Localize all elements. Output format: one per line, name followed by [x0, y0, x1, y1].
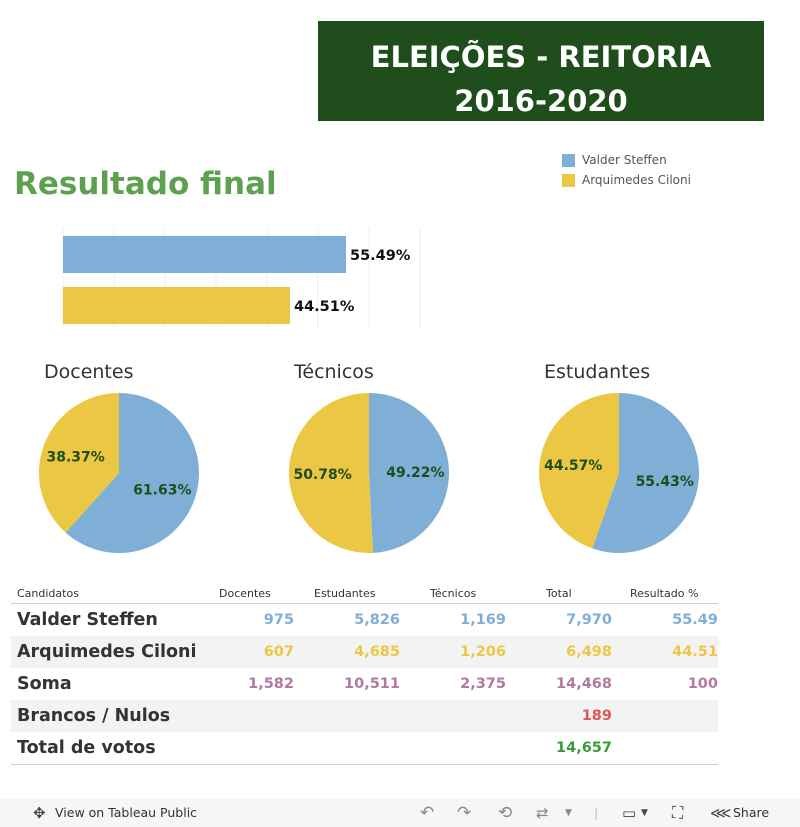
- bar-data-label: 44.51%: [294, 299, 355, 315]
- view-on-tableau-link[interactable]: View on Tableau Public: [55, 805, 198, 820]
- pie-data-label: 55.43%: [636, 474, 694, 490]
- revert-icon[interactable]: ⟲: [498, 803, 513, 823]
- table-cell: 14,657: [556, 740, 612, 756]
- pie-data-label: 38.37%: [47, 449, 105, 465]
- pie-estudantes: Estudantes 55.43% 44.57%: [539, 361, 699, 553]
- pie-slice-arquimedes[interactable]: [289, 393, 373, 553]
- legend-item-valder[interactable]: Valder Steffen: [562, 150, 691, 170]
- pie-data-label: 44.57%: [544, 458, 602, 474]
- pie-title: Técnicos: [293, 361, 374, 383]
- pie-slice-valder[interactable]: [65, 393, 199, 553]
- dashboard-title: ELEIÇÕES - REITORIA 2016-2020: [318, 21, 764, 121]
- table-cell: 1,582: [248, 676, 294, 692]
- header-tecnicos[interactable]: Técnicos: [430, 587, 477, 600]
- table-row: Total de votos 14,657: [11, 732, 718, 764]
- pie-title: Docentes: [44, 361, 133, 383]
- table-cell: 6,498: [566, 644, 612, 660]
- legend-label-valder: Valder Steffen: [582, 153, 667, 167]
- table-row: Soma 1,582 10,511 2,375 14,468 100: [11, 668, 718, 700]
- table-cell: 1,169: [460, 612, 506, 628]
- pie-slice-arquimedes[interactable]: [539, 393, 619, 549]
- bar-data-label: 55.49%: [350, 248, 411, 264]
- table-cell: 1,206: [460, 644, 506, 660]
- table-cell: 55.49: [672, 612, 718, 628]
- table-row: Arquimedes Ciloni 607 4,685 1,206 6,498 44.51: [11, 636, 718, 668]
- bar-arquimedes[interactable]: [63, 287, 291, 324]
- table-cell: 189: [581, 708, 612, 724]
- pie-slice-valder[interactable]: [369, 393, 450, 553]
- table-row: Valder Steffen 975 5,826 1,169 7,970 55.49: [11, 604, 718, 636]
- table-cell: 10,511: [344, 676, 400, 692]
- header-estudantes[interactable]: Estudantes: [314, 587, 376, 600]
- pie-charts: Docentes 61.63% 38.37% Técnicos 49.22% 50.78%…: [39, 361, 699, 553]
- candidate-name: Arquimedes Ciloni: [17, 642, 197, 662]
- fullscreen-icon[interactable]: ⛶: [672, 803, 684, 822]
- share-button[interactable]: Share: [733, 805, 770, 820]
- refresh-dropdown-icon[interactable]: ▼: [565, 808, 572, 818]
- pie-slice-arquimedes[interactable]: [39, 393, 119, 533]
- pie-tcnicos: Técnicos 49.22% 50.78%: [289, 361, 450, 553]
- table-cell: 975: [263, 612, 294, 628]
- header-resultado[interactable]: Resultado %: [630, 587, 699, 600]
- candidate-name: Brancos / Nulos: [17, 706, 171, 726]
- legend-item-arquimedes[interactable]: Arquimedes Ciloni: [562, 170, 691, 190]
- comment-icon[interactable]: ▭: [622, 804, 637, 822]
- table-cell: 100: [687, 676, 718, 692]
- table-cell: 5,826: [354, 612, 400, 628]
- redo-icon[interactable]: ↷: [457, 803, 472, 823]
- pie-data-label: 61.63%: [133, 483, 191, 499]
- results-table: Candidatos Docentes Estudantes Técnicos …: [11, 584, 718, 765]
- table-cell: 44.51: [672, 644, 718, 660]
- pie-data-label: 49.22%: [386, 465, 444, 481]
- legend-swatch-valder: [562, 153, 575, 167]
- table-cell: 7,970: [566, 612, 612, 628]
- refresh-icon[interactable]: ⇄: [536, 804, 549, 822]
- bar-valder[interactable]: [63, 236, 346, 273]
- result-bar-chart: 55.49% 44.51%: [62, 228, 421, 330]
- header-docentes[interactable]: Docentes: [219, 587, 271, 600]
- legend-swatch-arquimedes: [562, 173, 575, 187]
- section-title: Resultado final: [14, 166, 277, 202]
- candidate-name: Soma: [17, 674, 72, 694]
- pie-data-label: 50.78%: [293, 467, 351, 483]
- table-header: Candidatos Docentes Estudantes Técnicos …: [11, 584, 718, 604]
- legend: Valder Steffen Arquimedes Ciloni: [562, 150, 691, 190]
- table-cell: 607: [263, 644, 294, 660]
- tableau-footer: ✥ View on Tableau Public ↶ ↷ ⟲ ⇄ ▼ | ▭ ▼…: [0, 799, 800, 827]
- pie-docentes: Docentes 61.63% 38.37%: [39, 361, 199, 553]
- pie-title: Estudantes: [544, 361, 650, 383]
- share-icon[interactable]: ⋘: [710, 804, 732, 822]
- candidate-name: Total de votos: [17, 738, 156, 758]
- header-total[interactable]: Total: [546, 587, 572, 600]
- table-cell: 14,468: [556, 676, 612, 692]
- table-cell: 4,685: [354, 644, 400, 660]
- header-candidatos[interactable]: Candidatos: [17, 587, 79, 600]
- table-cell: 2,375: [460, 676, 506, 692]
- legend-label-arquimedes: Arquimedes Ciloni: [582, 173, 691, 187]
- undo-icon[interactable]: ↶: [420, 803, 435, 823]
- table-body: Valder Steffen 975 5,826 1,169 7,970 55.49 Arq…: [11, 604, 718, 765]
- toolbar-divider: |: [594, 805, 599, 820]
- pie-slice-valder[interactable]: [592, 393, 699, 553]
- tableau-logo-icon: ✥: [33, 804, 46, 822]
- candidate-name: Valder Steffen: [17, 610, 158, 630]
- comment-dropdown-icon[interactable]: ▼: [641, 808, 648, 818]
- table-row: Brancos / Nulos 189: [11, 700, 718, 732]
